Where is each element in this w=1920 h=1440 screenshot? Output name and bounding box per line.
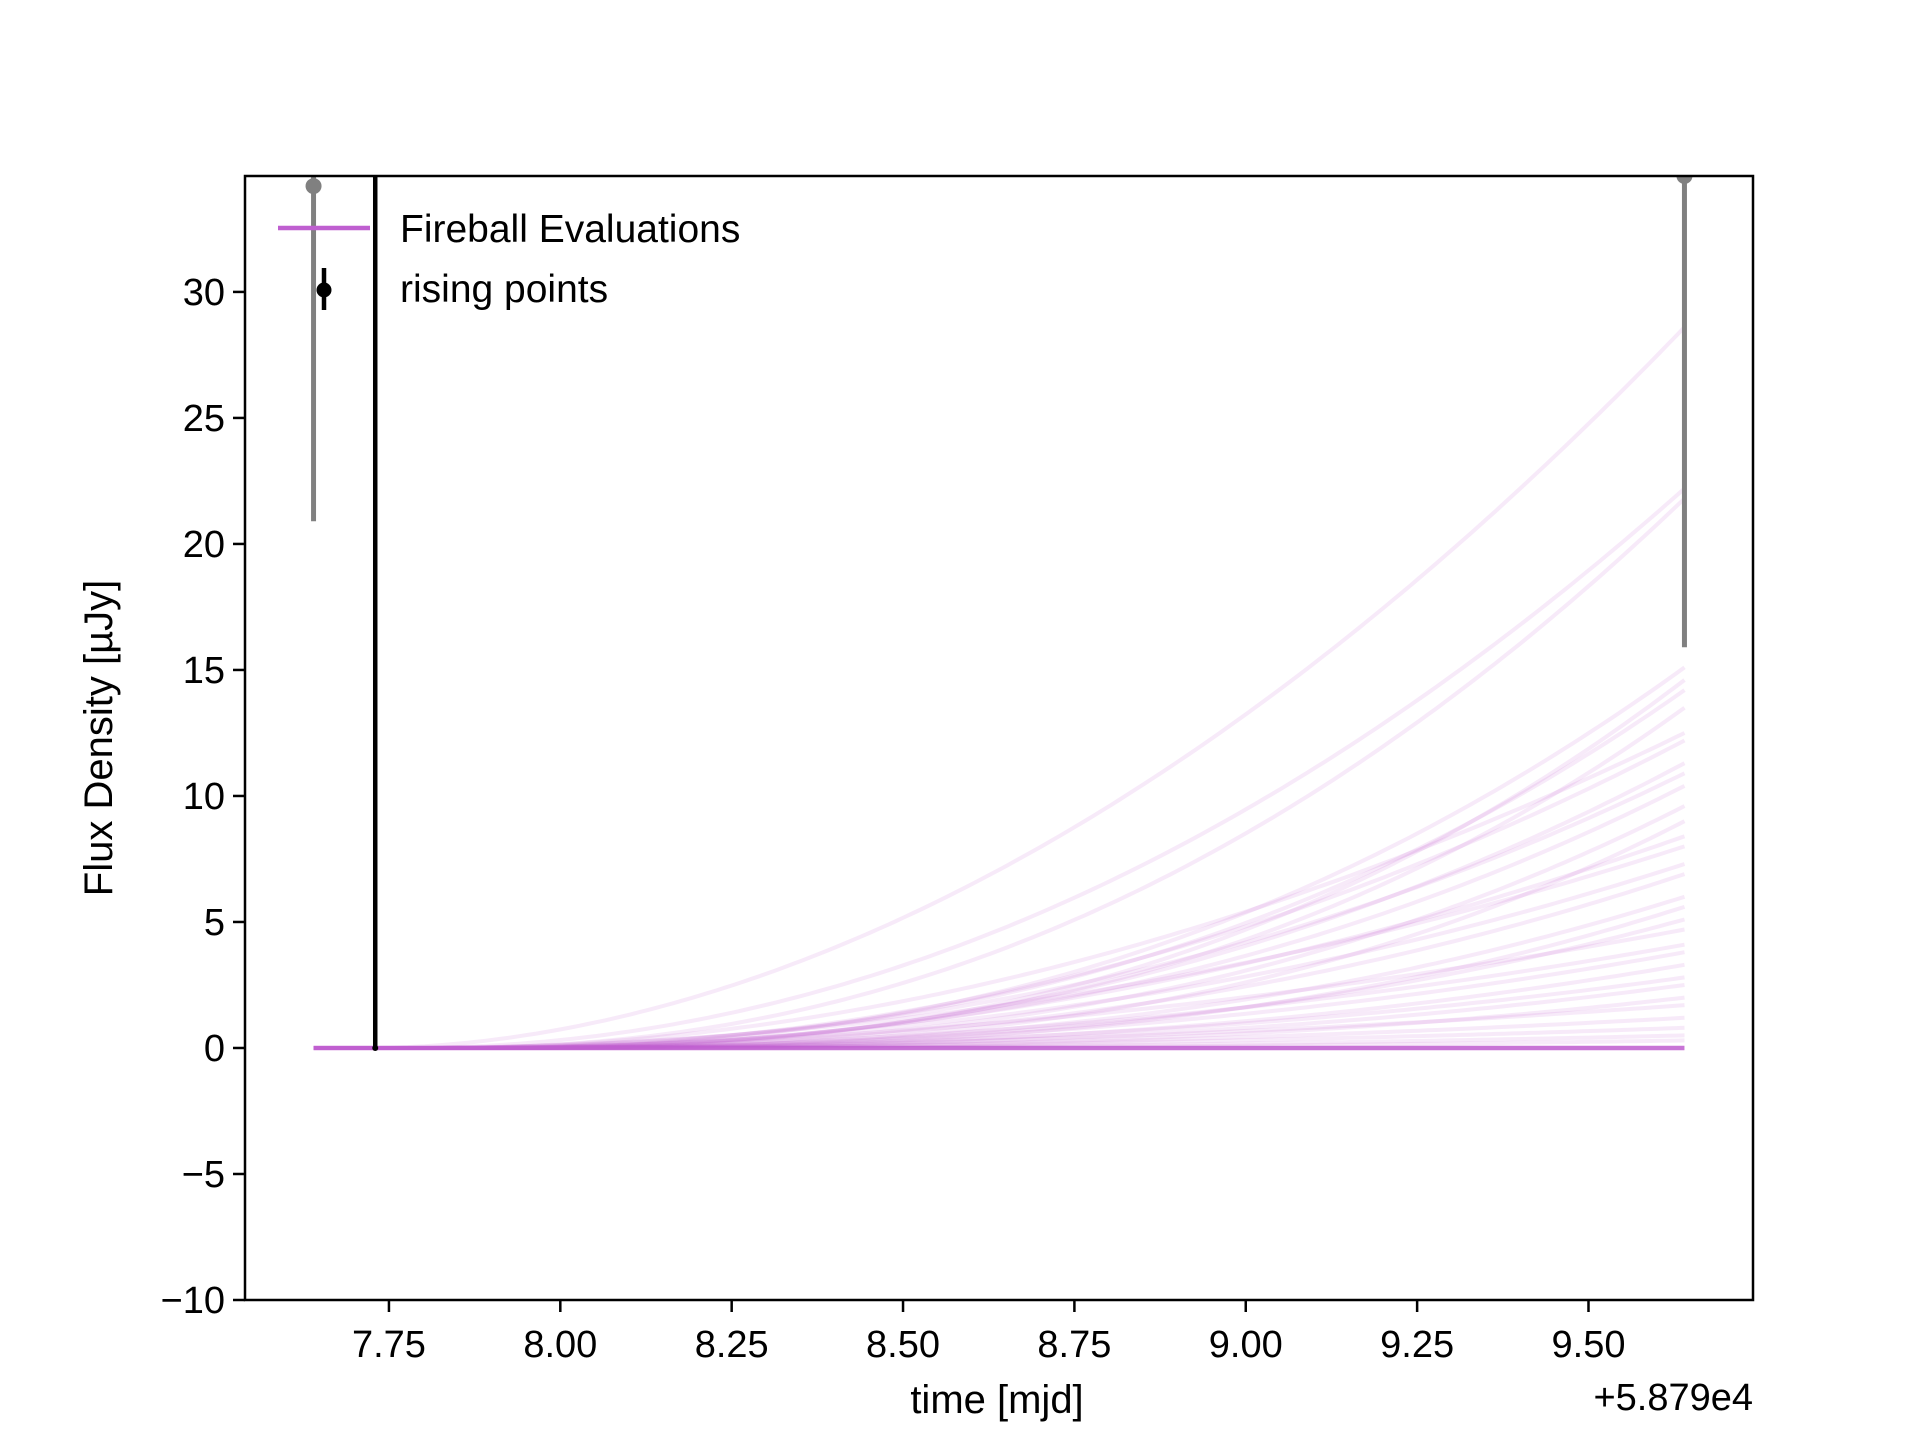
rising-point-marker — [372, 1044, 379, 1051]
x-tick-label: 8.25 — [695, 1324, 769, 1366]
other-point-marker — [1676, 176, 1693, 184]
fireball-curve — [313, 731, 1686, 1050]
other-point-marker — [305, 178, 322, 195]
fireball-curve — [313, 487, 1686, 1050]
plot-area — [305, 176, 1693, 1051]
points-layer — [305, 176, 1693, 1051]
fireball-curves — [313, 325, 1686, 1051]
fireball-curve — [313, 844, 1686, 1050]
y-tick-label: 10 — [183, 776, 225, 818]
y-axis-label: Flux Density [µJy] — [77, 580, 121, 896]
fireball-curve — [313, 325, 1686, 1050]
axes-frame — [243, 174, 1755, 1302]
legend: Fireball Evaluations rising points — [278, 208, 740, 311]
y-tick-label: 15 — [183, 650, 225, 692]
x-tick-label: 9.50 — [1552, 1324, 1626, 1366]
y-tick-label: 0 — [204, 1028, 225, 1070]
y-tick-label: 25 — [183, 398, 225, 440]
x-tick-label: 8.50 — [866, 1324, 940, 1366]
legend-fireball-label: Fireball Evaluations — [400, 208, 740, 251]
x-tick-label: 8.00 — [523, 1324, 597, 1366]
x-axis-offset-label: +5.879e4 — [1593, 1377, 1753, 1419]
x-tick-label: 9.25 — [1380, 1324, 1454, 1366]
x-axis-ticks: 7.75 8.00 8.25 8.50 8.75 9.00 9.25 9.50 — [352, 1300, 1626, 1366]
y-tick-label: 5 — [204, 902, 225, 944]
y-tick-label: 30 — [183, 272, 225, 314]
y-tick-label: −10 — [161, 1280, 225, 1322]
y-axis-ticks: −10 −5 0 5 10 15 20 25 30 — [161, 272, 245, 1322]
legend-rising-points-marker — [316, 282, 332, 298]
x-axis-label: time [mjd] — [910, 1378, 1083, 1422]
x-tick-label: 7.75 — [352, 1324, 426, 1366]
x-tick-label: 8.75 — [1037, 1324, 1111, 1366]
legend-rising-points-label: rising points — [400, 268, 608, 311]
y-tick-label: 20 — [183, 524, 225, 566]
y-tick-label: −5 — [182, 1154, 225, 1196]
fireball-curve — [313, 497, 1686, 1050]
x-tick-label: 9.00 — [1209, 1324, 1283, 1366]
